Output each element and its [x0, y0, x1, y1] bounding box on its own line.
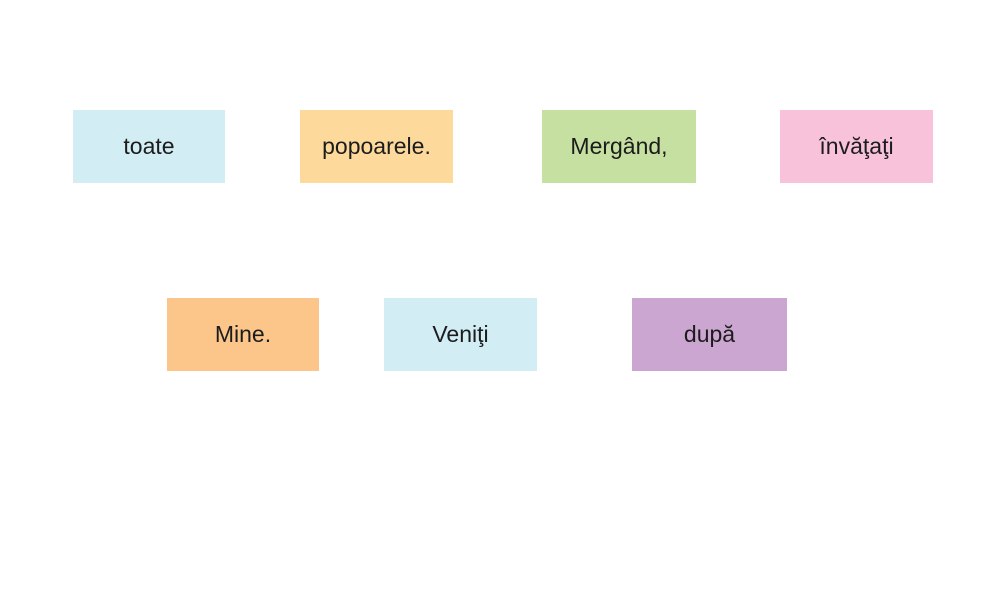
word-card-veniti[interactable]: Veniţi	[384, 298, 537, 371]
word-card-label: popoarele.	[322, 133, 431, 159]
word-card-label: învăţaţi	[819, 133, 894, 159]
word-card-label: toate	[123, 133, 175, 159]
word-card-dupa[interactable]: după	[632, 298, 787, 371]
word-card-toate[interactable]: toate	[73, 110, 225, 183]
word-card-label: Veniţi	[432, 321, 489, 347]
word-card-mergand[interactable]: Mergând,	[542, 110, 696, 183]
word-card-label: Mine.	[214, 321, 272, 347]
word-card-popoarele[interactable]: popoarele.	[300, 110, 453, 183]
word-card-mine[interactable]: Mine.	[167, 298, 319, 371]
word-card-label: Mergând,	[570, 133, 668, 159]
word-card-label: după	[683, 321, 736, 347]
word-card-invatati[interactable]: învăţaţi	[780, 110, 933, 183]
